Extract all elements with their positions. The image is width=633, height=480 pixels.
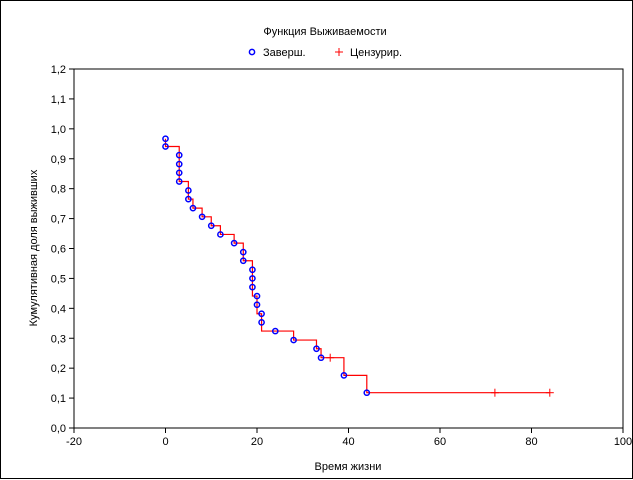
x-tick-label: 100 — [614, 436, 632, 448]
y-tick-label: 0,6 — [51, 244, 66, 256]
completed-point — [258, 319, 265, 326]
completed-point — [175, 151, 183, 159]
plot-area — [73, 68, 624, 429]
y-tick-label: 0,7 — [51, 214, 66, 226]
y-tick-label: 0,1 — [51, 393, 66, 405]
completed-point — [313, 345, 320, 353]
y-tick-label: 0,0 — [51, 423, 66, 435]
y-tick-label: 0,3 — [51, 333, 66, 345]
completed-point — [317, 354, 325, 362]
completed-point — [258, 310, 265, 318]
completed-point — [271, 327, 279, 335]
y-tick-label: 0,5 — [51, 273, 66, 285]
completed-point — [189, 204, 197, 212]
x-tick-label: 80 — [525, 436, 537, 448]
completed-point — [239, 257, 247, 265]
completed-point — [249, 283, 256, 291]
completed-point — [185, 195, 192, 203]
completed-point — [175, 169, 183, 177]
completed-point — [340, 371, 348, 379]
censored-point — [326, 353, 335, 362]
completed-point — [230, 239, 238, 247]
y-tick-label: 0,2 — [51, 363, 66, 375]
chart-title: Функция Выживаемости — [263, 26, 386, 38]
y-tick-label: 1,1 — [51, 94, 66, 106]
legend-marker-completed — [248, 48, 256, 56]
completed-point — [290, 336, 297, 344]
completed-point — [217, 231, 224, 238]
y-tick-label: 0,4 — [51, 303, 66, 315]
completed-point — [162, 135, 169, 143]
x-tick-label: 40 — [342, 436, 354, 448]
y-tick-label: 1,0 — [51, 124, 66, 136]
series-completed — [162, 135, 371, 397]
completed-point — [249, 275, 256, 282]
completed-point — [253, 301, 261, 309]
x-tick-label: 20 — [251, 436, 263, 448]
legend-label-completed: Заверш. — [263, 47, 306, 59]
completed-point — [162, 143, 169, 150]
y-tick-label: 1,2 — [51, 64, 66, 76]
completed-point — [207, 222, 215, 230]
y-tick-label: 0,8 — [51, 184, 66, 196]
x-axis: -20 0 20 40 60 80 100 — [66, 428, 632, 448]
completed-point — [198, 213, 206, 221]
series-censored — [326, 353, 554, 397]
censored-point — [490, 388, 499, 397]
x-axis-label: Время жизни — [315, 461, 382, 473]
completed-point — [249, 266, 256, 274]
y-axis: 0,0 0,1 0,2 0,3 0,4 0,5 0,6 0,7 0,8 0,9 1,0 1,1 1,2 — [51, 64, 74, 435]
completed-point — [253, 292, 261, 300]
completed-point — [239, 248, 247, 256]
x-tick-label: 60 — [434, 436, 446, 448]
legend-label-censored: Цензурир. — [350, 47, 402, 59]
legend-marker-censored — [335, 48, 343, 56]
completed-point — [363, 389, 371, 397]
completed-point — [175, 160, 183, 168]
legend: Заверш. Цензурир. — [248, 47, 402, 59]
y-axis-label: Кумулятивная доля выживших — [28, 169, 40, 326]
completed-point — [185, 187, 192, 194]
censored-point — [545, 388, 554, 397]
x-tick-label: 0 — [162, 436, 168, 448]
x-tick-label: -20 — [66, 436, 82, 448]
y-tick-label: 0,9 — [51, 154, 66, 166]
survival-step-line — [164, 138, 550, 394]
completed-point — [175, 178, 183, 185]
